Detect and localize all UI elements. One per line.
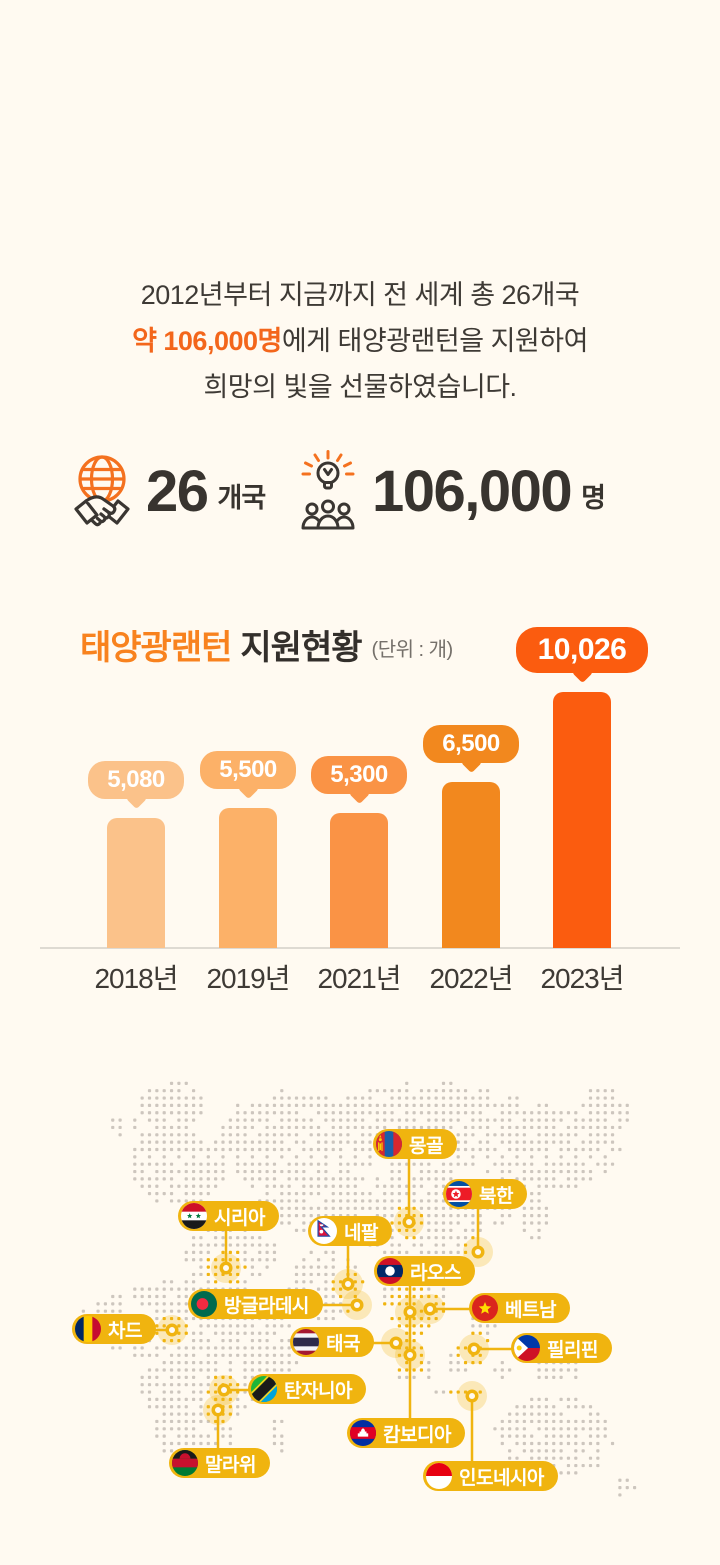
malawi-flag-icon bbox=[172, 1450, 198, 1476]
map-pill-nepal: 네팔 bbox=[308, 1216, 392, 1246]
solar-lantern-people-icon bbox=[296, 450, 360, 547]
country-label: 네팔 bbox=[344, 1222, 378, 1244]
country-label: 필리핀 bbox=[547, 1339, 598, 1361]
intro-line-3: 희망의 빛을 선물하였습니다. bbox=[203, 372, 517, 402]
map-pill-bangladesh: 방글라데시 bbox=[188, 1289, 323, 1319]
map-pill-thailand: 태국 bbox=[290, 1327, 374, 1357]
intro-line-2: 약 106,000명에게 태양광랜턴을 지원하여 bbox=[0, 318, 720, 364]
globe-handshake-icon bbox=[70, 452, 134, 549]
map-pill-north-korea: 북한 bbox=[443, 1179, 527, 1209]
intro-highlight: 약 106,000명 bbox=[132, 326, 282, 356]
country-label: 방글라데시 bbox=[224, 1295, 309, 1317]
country-label: 북한 bbox=[479, 1185, 513, 1207]
chart-unit-note: (단위 : 개) bbox=[371, 639, 454, 661]
map-pill-malawi: 말라위 bbox=[169, 1448, 270, 1478]
country-label: 말라위 bbox=[205, 1454, 256, 1476]
map-pill-laos: 라오스 bbox=[374, 1256, 475, 1286]
value-bubble: 5,300 bbox=[311, 756, 407, 794]
people-count: 106,000 bbox=[372, 459, 573, 524]
year-label: 2023년 bbox=[540, 963, 624, 994]
country-label: 라오스 bbox=[410, 1262, 461, 1284]
chad-flag-icon bbox=[75, 1316, 101, 1342]
country-label: 인도네시아 bbox=[459, 1467, 544, 1489]
year-label: 2021년 bbox=[317, 963, 401, 994]
intro-line-1: 2012년부터 지금까지 전 세계 총 26개국 bbox=[140, 280, 580, 310]
chart-title-main: 지원현황 bbox=[240, 629, 362, 667]
year-label: 2018년 bbox=[94, 963, 178, 994]
tanzania-flag-icon bbox=[251, 1376, 277, 1402]
countries-unit: 개국 bbox=[217, 483, 267, 513]
mongolia-flag-icon bbox=[376, 1131, 402, 1157]
year-label: 2019년 bbox=[206, 963, 290, 994]
map-pill-vietnam: 베트남 bbox=[469, 1293, 570, 1323]
philippines-flag-icon bbox=[514, 1335, 540, 1361]
chart-title: 태양광랜턴 지원현황 (단위 : 개) bbox=[80, 620, 453, 669]
people-stat: 106,000 명 bbox=[372, 459, 606, 524]
chart-baseline bbox=[40, 947, 680, 949]
bar-2022년 bbox=[442, 782, 500, 948]
nepal-flag-icon bbox=[311, 1218, 337, 1244]
country-label: 베트남 bbox=[505, 1299, 556, 1321]
country-label: 탄자니아 bbox=[284, 1380, 352, 1402]
intro-text: 2012년부터 지금까지 전 세계 총 26개국 약 106,000명에게 태양… bbox=[0, 272, 720, 410]
thailand-flag-icon bbox=[293, 1329, 319, 1355]
map-pill-cambodia: 캄보디아 bbox=[347, 1418, 465, 1448]
bangladesh-flag-icon bbox=[191, 1291, 217, 1317]
bar-2021년 bbox=[330, 813, 388, 948]
syria-flag-icon bbox=[181, 1203, 207, 1229]
country-label: 캄보디아 bbox=[383, 1424, 451, 1446]
cambodia-flag-icon bbox=[350, 1420, 376, 1446]
map-pill-syria: 시리아 bbox=[178, 1201, 279, 1231]
map-pill-mongolia: 몽골 bbox=[373, 1129, 457, 1159]
indonesia-flag-icon bbox=[426, 1463, 452, 1489]
bar-2018년 bbox=[107, 818, 165, 948]
year-label: 2022년 bbox=[429, 963, 513, 994]
laos-flag-icon bbox=[377, 1258, 403, 1284]
country-label: 태국 bbox=[326, 1333, 360, 1355]
map-pill-indonesia: 인도네시아 bbox=[423, 1461, 558, 1491]
map-pill-philippines: 필리핀 bbox=[511, 1333, 612, 1363]
value-bubble: 5,080 bbox=[88, 761, 184, 799]
bar-2023년 bbox=[553, 692, 611, 948]
intro-line-2-rest: 에게 태양광랜턴을 지원하여 bbox=[281, 326, 589, 356]
countries-stat: 26 개국 bbox=[146, 459, 267, 524]
value-bubble: 6,500 bbox=[423, 725, 519, 763]
country-label: 차드 bbox=[108, 1320, 142, 1342]
value-bubble: 10,026 bbox=[516, 627, 648, 673]
bar-2019년 bbox=[219, 808, 277, 948]
country-label: 몽골 bbox=[409, 1135, 443, 1157]
vietnam-flag-icon bbox=[472, 1295, 498, 1321]
map-pill-chad: 차드 bbox=[72, 1314, 156, 1344]
map-pill-tanzania: 탄자니아 bbox=[248, 1374, 366, 1404]
chart-title-accent: 태양광랜턴 bbox=[80, 629, 232, 667]
country-label: 시리아 bbox=[214, 1207, 265, 1229]
north-korea-flag-icon bbox=[446, 1181, 472, 1207]
people-unit: 명 bbox=[581, 483, 606, 513]
value-bubble: 5,500 bbox=[200, 751, 296, 789]
countries-count: 26 bbox=[146, 459, 209, 524]
